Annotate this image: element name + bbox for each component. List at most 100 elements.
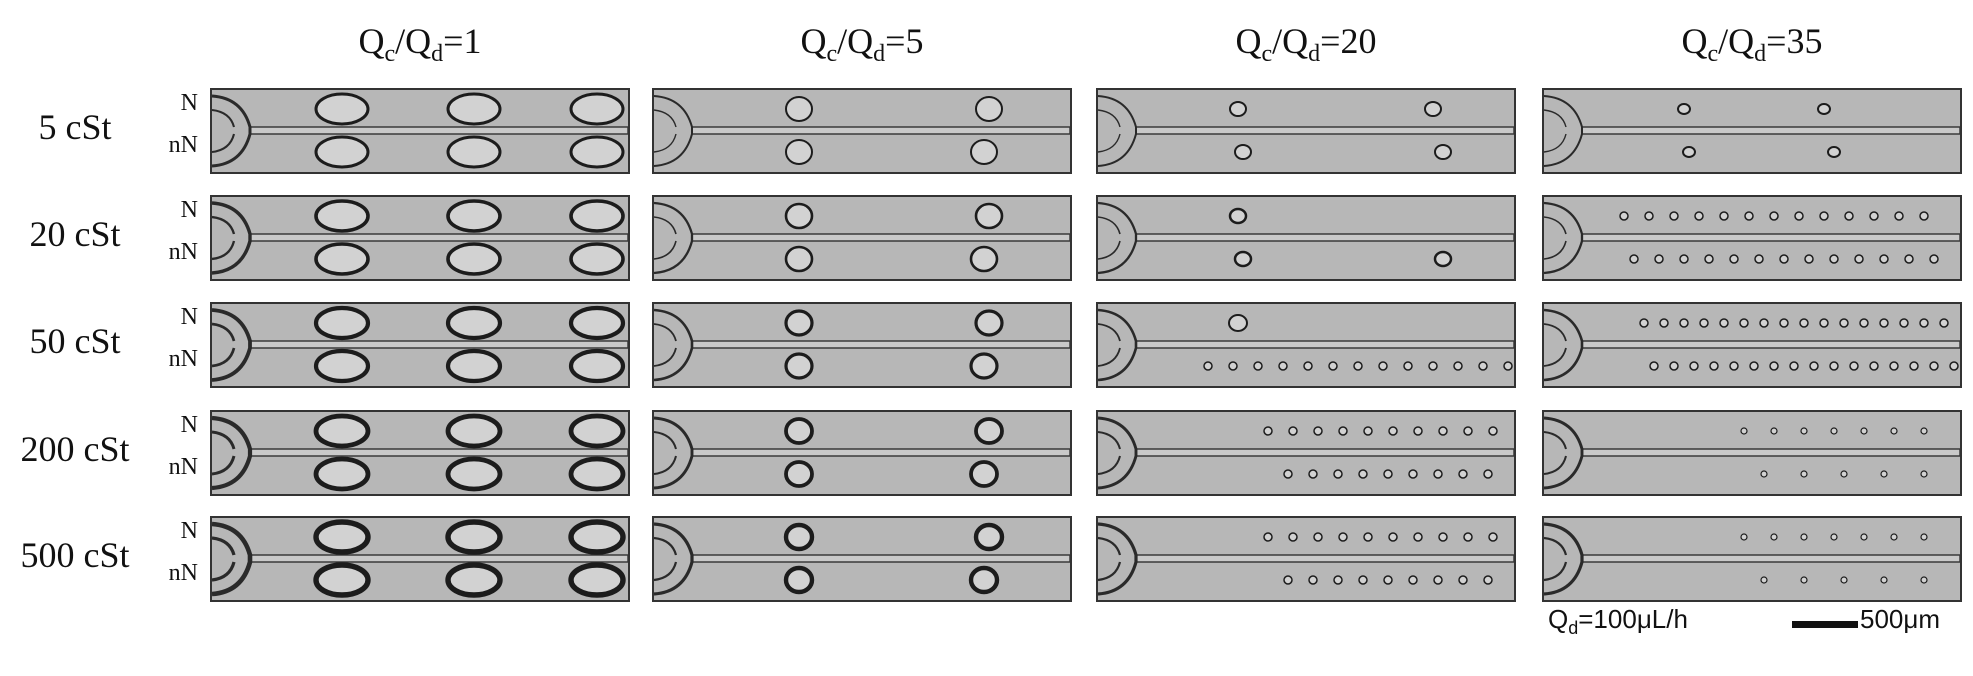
droplet [1228,207,1248,225]
droplet [970,139,998,165]
micrograph-panel [652,195,1072,281]
droplet [1754,254,1764,264]
droplet [1704,254,1714,264]
micrograph-panel [652,410,1072,496]
non-newtonian-channel-label: nN [168,132,198,158]
droplet [1488,426,1498,436]
micrograph-panel [210,88,630,174]
droplet [1488,532,1498,542]
droplet [569,135,625,169]
droplet [784,202,814,230]
column-header: Qc/Qd=35 [1681,21,1823,68]
viscosity-label: 50 cSt [29,321,121,361]
droplet [785,139,813,165]
droplet [1328,361,1338,371]
droplet [1308,575,1318,585]
droplet [1844,211,1854,221]
droplet [1920,470,1928,478]
droplet [1839,318,1849,328]
micrograph-panel [1542,410,1962,496]
micrograph-image [212,412,628,494]
droplet [1278,361,1288,371]
droplet [1769,211,1779,221]
droplet [974,309,1004,337]
micrograph-panel [1096,88,1516,174]
droplet [1434,144,1452,160]
droplet [1438,532,1448,542]
droplet [1229,101,1247,117]
droplet [313,562,371,598]
droplet [1729,254,1739,264]
droplet [1313,426,1323,436]
droplet [1428,361,1438,371]
micrograph-image [212,518,628,600]
droplet [1363,532,1373,542]
droplet [1920,576,1928,584]
micrograph-panel [1096,302,1516,388]
droplet [568,305,626,341]
micrograph-image [1544,518,1960,600]
droplet [784,245,814,273]
droplet [568,562,626,598]
micrograph-image [654,197,1070,279]
droplet [1283,575,1293,585]
droplet [1283,469,1293,479]
droplet [1458,469,1468,479]
droplet [1639,318,1649,328]
droplet [1920,533,1928,541]
droplet [1388,532,1398,542]
droplet [1799,318,1809,328]
droplet [1749,361,1759,371]
droplet [1760,576,1768,584]
droplet [1859,318,1869,328]
droplet [1338,426,1348,436]
droplet [1358,469,1368,479]
droplet [1800,576,1808,584]
column-header: Qc/Qd=1 [358,21,482,68]
droplet [1378,361,1388,371]
micrograph-panel [1096,195,1516,281]
droplet [1860,427,1868,435]
droplet [445,562,503,598]
droplet [1889,361,1899,371]
droplet [1677,103,1691,115]
droplet [1804,254,1814,264]
droplet [1860,533,1868,541]
droplet [569,92,625,126]
droplet [783,565,815,595]
micrograph-image [1098,412,1514,494]
droplet [1234,144,1252,160]
micrograph-panel [1096,410,1516,496]
micrograph-panel [210,195,630,281]
droplet [1909,361,1919,371]
droplet [1779,254,1789,264]
column-header: Qc/Qd=5 [800,21,924,68]
droplet [1830,427,1838,435]
droplet [1759,318,1769,328]
droplet [1890,427,1898,435]
micrograph-panel [1096,516,1516,602]
droplet [446,242,502,276]
droplet [1949,361,1959,371]
droplet [1739,318,1749,328]
micrograph-panel [1542,88,1962,174]
droplet [1919,318,1929,328]
droplet [785,96,813,122]
droplet [1809,361,1819,371]
droplet [974,417,1004,445]
droplet [1413,426,1423,436]
scale-bar [1792,621,1858,628]
droplet [1800,427,1808,435]
droplet [1904,254,1914,264]
micrograph-image [654,304,1070,386]
newtonian-channel-label: N [180,518,198,544]
droplet [1679,254,1689,264]
droplet [1794,211,1804,221]
droplet [1939,318,1949,328]
non-newtonian-channel-label: nN [168,560,198,586]
droplet [1438,426,1448,436]
droplet [1679,318,1689,328]
non-newtonian-channel-label: nN [168,454,198,480]
droplet [313,413,371,449]
droplet [314,242,370,276]
